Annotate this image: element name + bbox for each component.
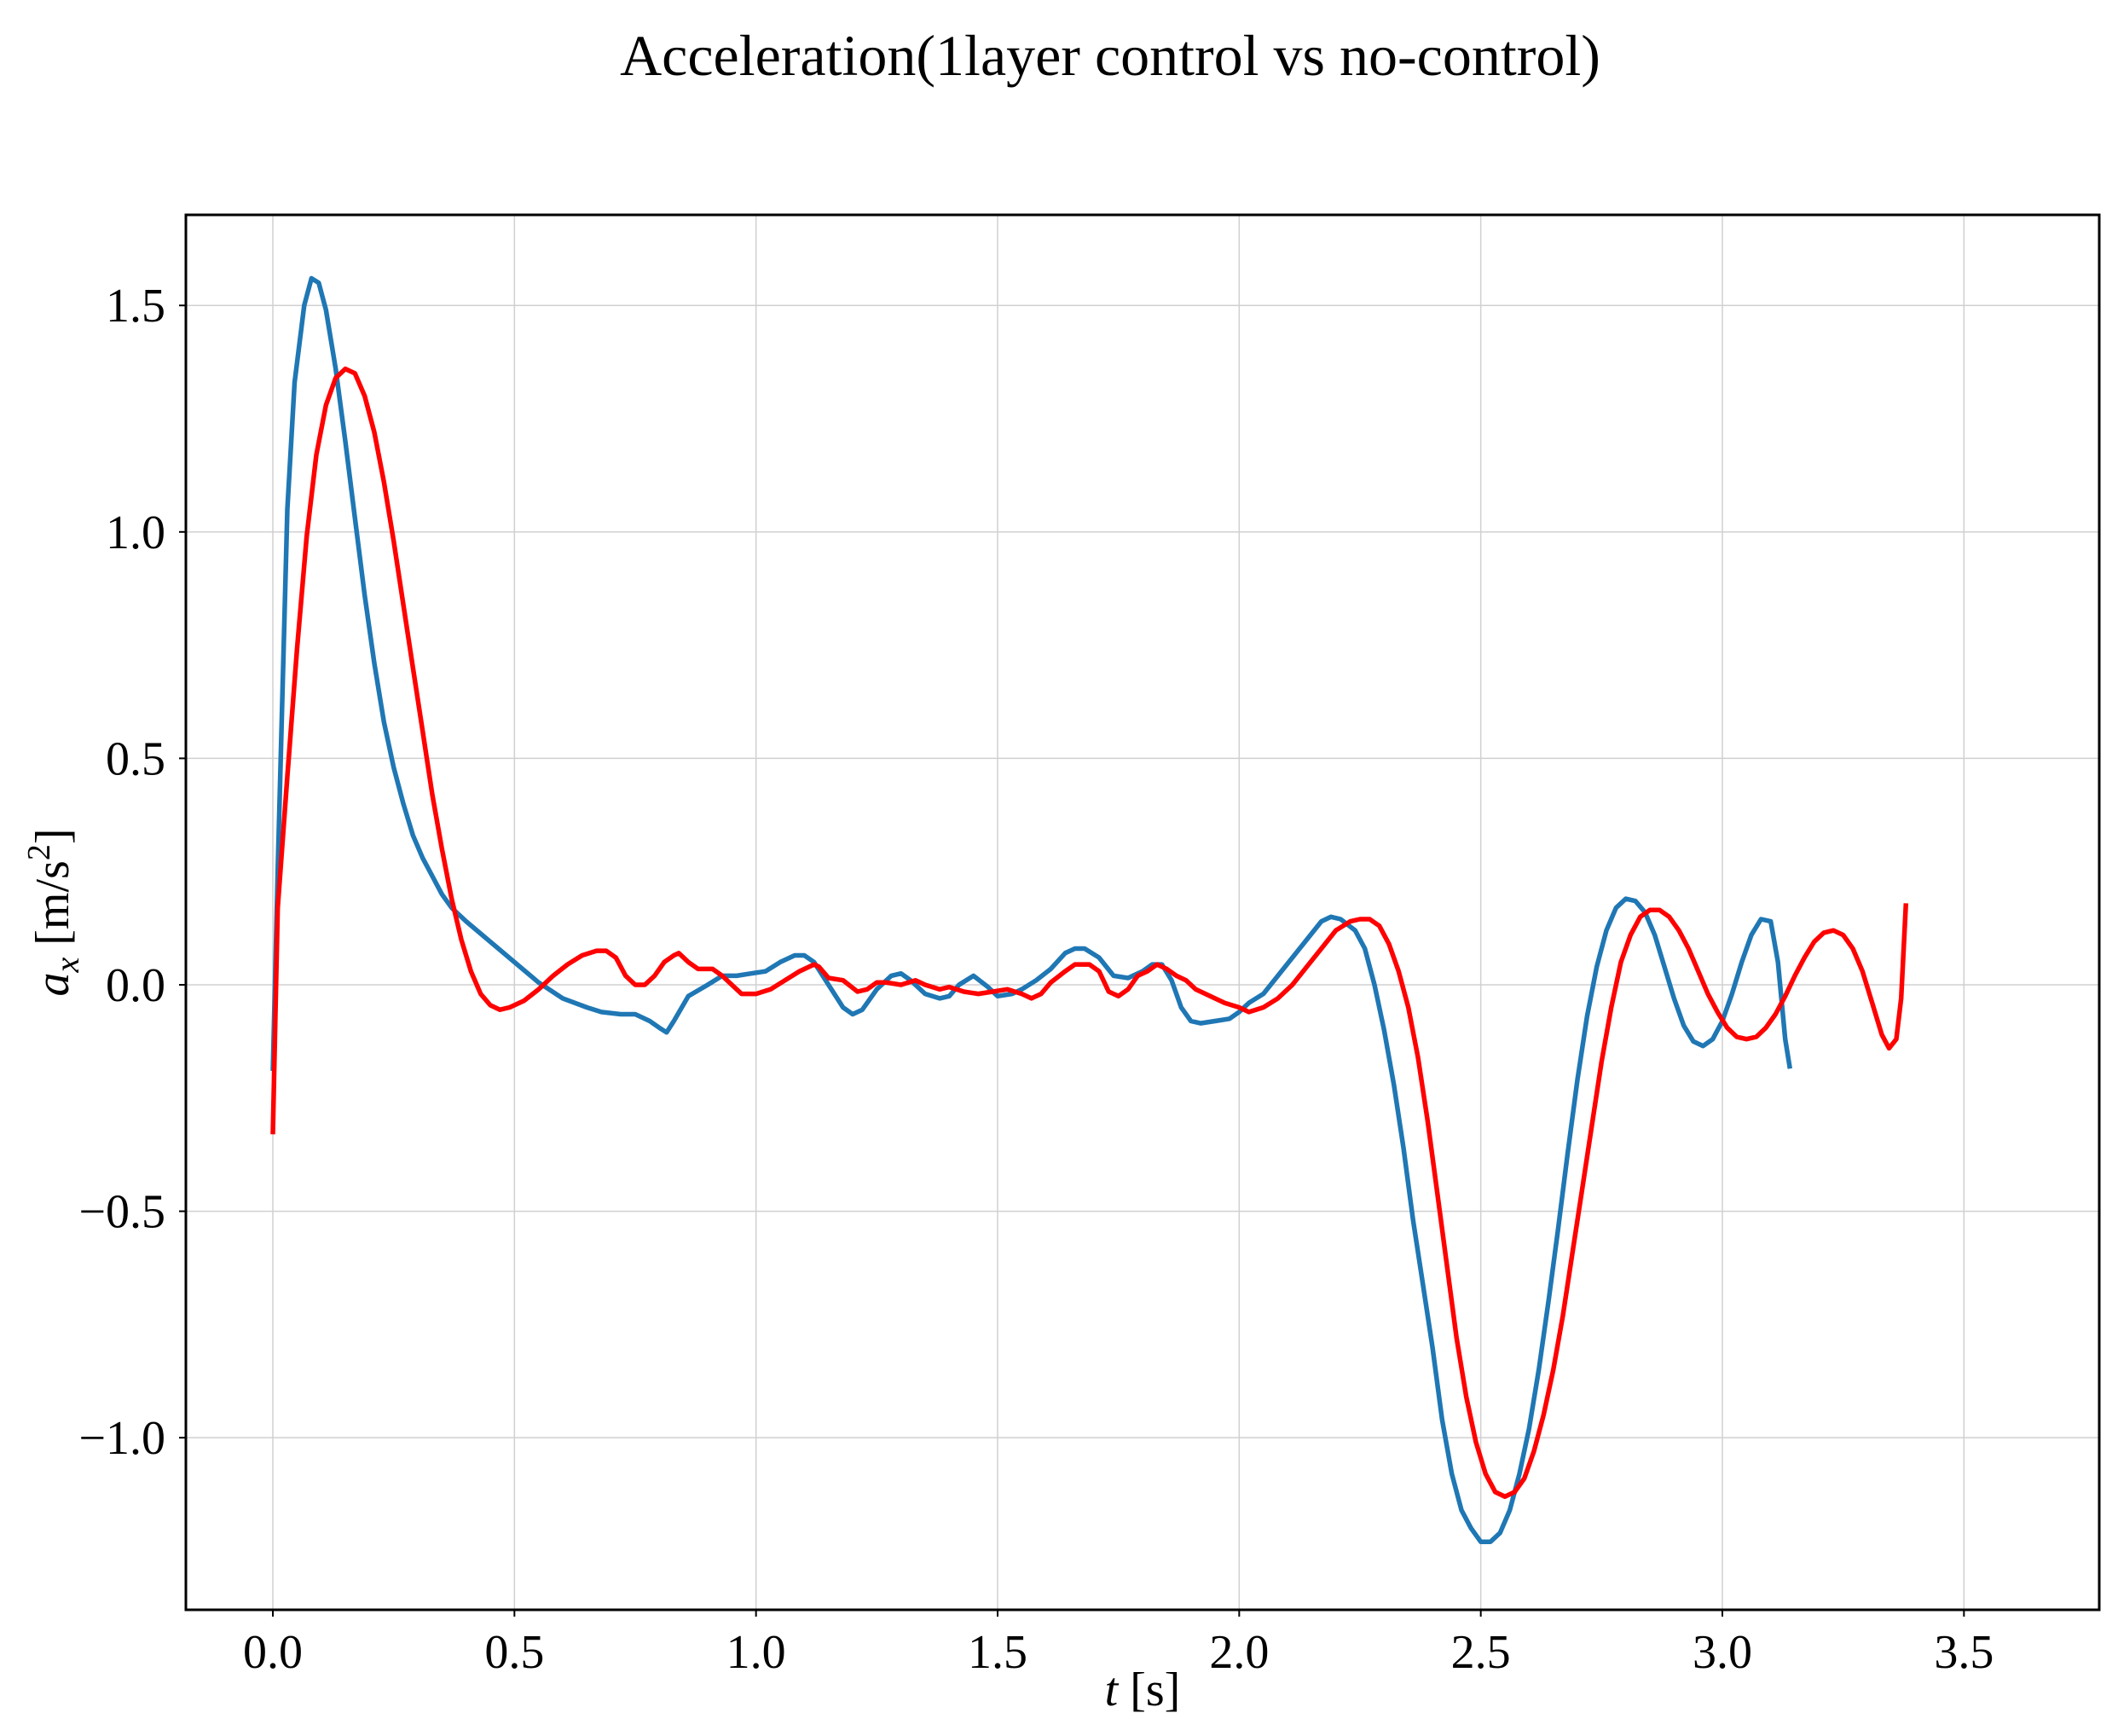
y-axis-variable: a [26, 972, 79, 996]
x-axis-ticks: 0.0 0.5 1.0 1.5 2.0 2.5 3.0 3.5 [243, 1610, 1994, 1679]
plot-area-frame [184, 213, 2101, 1612]
x-tick-label: 1.0 [726, 1626, 786, 1679]
x-tick-label: 3.5 [1934, 1626, 1994, 1679]
x-tick-label: 0.0 [243, 1626, 303, 1679]
y-tick-label: −1.0 [78, 1412, 165, 1465]
y-axis-unit-superscript: 2 [21, 844, 57, 860]
x-tick-label: 0.5 [484, 1626, 544, 1679]
chart-title: Acceleration(1layer control vs no-contro… [620, 23, 1600, 88]
x-tick-label: 2.5 [1451, 1626, 1511, 1679]
grid-lines [186, 215, 2099, 1610]
y-axis-unit-close: ] [26, 829, 79, 845]
y-tick-label: 1.5 [106, 280, 165, 333]
y-tick-label: 1.0 [106, 506, 165, 559]
data-series [270, 275, 1909, 1545]
x-axis-variable: t [1105, 1664, 1120, 1716]
y-axis-unit: [m/s [26, 860, 79, 958]
series-line-1 [270, 275, 1793, 1545]
y-axis-subscript: x [48, 957, 86, 973]
x-tick-label: 1.5 [968, 1626, 1027, 1679]
series-line-2 [270, 366, 1909, 1499]
x-tick-label: 3.0 [1693, 1626, 1752, 1679]
y-tick-label: 0.0 [106, 959, 165, 1012]
y-tick-label: 0.5 [106, 732, 165, 785]
x-tick-label: 2.0 [1209, 1626, 1269, 1679]
y-axis-ticks: 1.5 1.0 0.5 0.0 −0.5 −1.0 [78, 280, 186, 1465]
x-axis-unit: [s] [1118, 1664, 1180, 1716]
y-axis-label: ax [m/s2] [21, 829, 86, 997]
y-tick-label: −0.5 [78, 1186, 165, 1239]
x-axis-label: t [s] [1105, 1664, 1181, 1716]
